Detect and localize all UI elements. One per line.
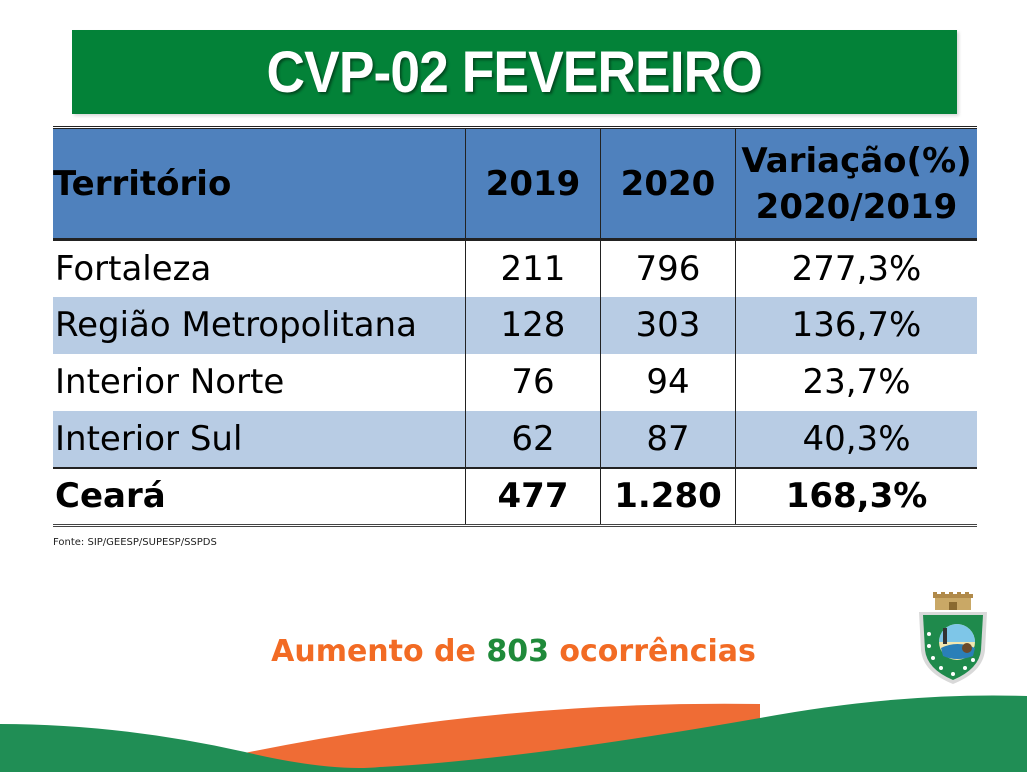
cell-territorio: Fortaleza bbox=[53, 239, 466, 297]
decorative-wave-footer bbox=[0, 695, 1027, 772]
cell-2019: 477 bbox=[465, 467, 601, 526]
highlight-message: Aumento de 803 ocorrências bbox=[0, 634, 1027, 669]
header-2019: 2019 bbox=[465, 127, 601, 240]
table-row: Fortaleza 211 796 277,3% bbox=[53, 239, 977, 297]
ceara-coat-of-arms-icon bbox=[919, 592, 987, 684]
cell-variacao: 23,7% bbox=[735, 353, 977, 411]
crime-table: Território 2019 2020 Variação(%) 2020/20… bbox=[53, 126, 977, 527]
cell-variacao: 168,3% bbox=[735, 467, 977, 526]
title-banner: CVP-02 FEVEREIRO bbox=[72, 30, 957, 114]
cell-2019: 62 bbox=[465, 410, 601, 468]
cell-territorio: Interior Norte bbox=[53, 353, 466, 411]
cell-2020: 796 bbox=[600, 239, 736, 297]
cell-variacao: 136,7% bbox=[735, 296, 977, 354]
page-title: CVP-02 FEVEREIRO bbox=[266, 39, 763, 105]
cell-territorio: Ceará bbox=[53, 467, 466, 526]
table-row: Região Metropolitana 128 303 136,7% bbox=[53, 296, 977, 354]
table-total-row: Ceará 477 1.280 168,3% bbox=[53, 467, 977, 526]
cell-2020: 87 bbox=[600, 410, 736, 468]
table-header-row: Território 2019 2020 Variação(%) 2020/20… bbox=[53, 127, 977, 240]
source-note: Fonte: SIP/GEESP/SUPESP/SSPDS bbox=[53, 537, 217, 548]
header-2020: 2020 bbox=[600, 127, 736, 240]
cell-2020: 94 bbox=[600, 353, 736, 411]
cell-2019: 76 bbox=[465, 353, 601, 411]
cell-territorio: Região Metropolitana bbox=[53, 296, 466, 354]
table-row: Interior Norte 76 94 23,7% bbox=[53, 353, 977, 411]
cell-2019: 128 bbox=[465, 296, 601, 354]
header-variacao: Variação(%) 2020/2019 bbox=[735, 127, 977, 240]
highlight-prefix: Aumento de bbox=[271, 634, 487, 669]
header-variacao-line2: 2020/2019 bbox=[755, 186, 958, 227]
cell-2020: 303 bbox=[600, 296, 736, 354]
header-variacao-line1: Variação(%) bbox=[741, 140, 972, 181]
table-row: Interior Sul 62 87 40,3% bbox=[53, 410, 977, 468]
highlight-suffix: ocorrências bbox=[548, 634, 756, 669]
highlight-number: 803 bbox=[486, 634, 549, 669]
cell-2020: 1.280 bbox=[600, 467, 736, 526]
cell-territorio: Interior Sul bbox=[53, 410, 466, 468]
cell-variacao: 40,3% bbox=[735, 410, 977, 468]
cell-variacao: 277,3% bbox=[735, 239, 977, 297]
cell-2019: 211 bbox=[465, 239, 601, 297]
header-territorio: Território bbox=[53, 127, 466, 240]
